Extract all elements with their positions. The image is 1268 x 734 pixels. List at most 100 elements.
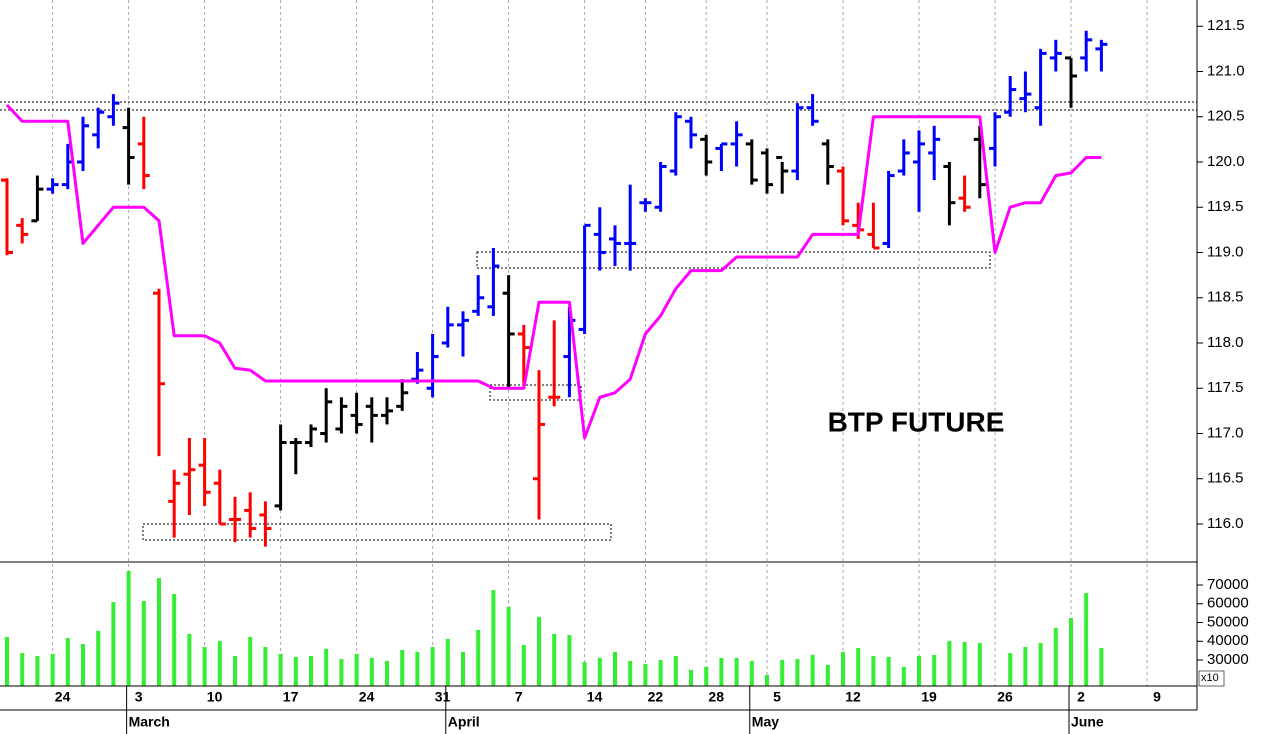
volume-bar (932, 654, 937, 686)
ohlc-bar (943, 161, 956, 226)
marks (1, 30, 1108, 686)
y-tick-label: 121.0 (1207, 62, 1245, 79)
volume-bar (461, 651, 465, 686)
y-tick-label: 120.5 (1207, 108, 1245, 125)
y-tick-label: 116.0 (1207, 515, 1243, 532)
ohlc-bar (928, 125, 941, 181)
volume-bar (233, 656, 237, 686)
volume-bar (673, 656, 678, 686)
y-tick-label: 118.5 (1207, 289, 1243, 306)
ohlc-bar (153, 288, 165, 457)
volume-bar (749, 660, 754, 686)
ohlc-bar (365, 397, 378, 443)
ohlc-bar (867, 202, 880, 250)
ohlc-bar (259, 501, 272, 547)
ohlc-bar (198, 438, 211, 506)
volume-bar (339, 659, 344, 686)
ohlc-bar (92, 107, 105, 149)
y-tick-label: 117.5 (1207, 379, 1243, 396)
x-tick-label: 31 (435, 689, 451, 705)
ohlc-bar (244, 492, 257, 538)
ohlc-bar (897, 139, 910, 176)
ohlc-bar (457, 311, 469, 357)
x-tick-label: 24 (55, 689, 71, 705)
x-tick-label: 12 (845, 689, 861, 705)
y-tick-label: 120.0 (1207, 153, 1245, 170)
volume-bar (445, 638, 450, 686)
volume-bar (217, 641, 222, 686)
ohlc-bar (1, 178, 13, 256)
ohlc-bar (745, 139, 758, 185)
volume-bar (400, 650, 405, 686)
ohlc-bar (654, 161, 667, 212)
volume-bar (567, 635, 572, 686)
ohlc-bar (335, 397, 348, 434)
x-tick-label: 9 (1153, 689, 1161, 705)
ohlc-bar (578, 223, 591, 334)
volume-bar (537, 617, 541, 686)
x-tick-label: 10 (207, 689, 223, 705)
support-box (142, 523, 612, 541)
ohlc-bar (46, 178, 59, 194)
ohlc-bar (1019, 71, 1032, 113)
ohlc-bar (882, 171, 895, 248)
month-label: June (1071, 714, 1104, 730)
ohlc-bar (426, 333, 439, 398)
volume-bar (506, 606, 511, 686)
volume-bar (293, 656, 298, 686)
ohlc-bar (168, 469, 181, 538)
x-tick-label: 5 (773, 689, 781, 705)
volume-bar (643, 663, 648, 686)
ohlc-bar (229, 496, 241, 543)
indicator-line (5, 103, 1102, 440)
ohlc-bar (77, 116, 89, 172)
ohlc-bar (761, 148, 773, 194)
ohlc-bar (472, 275, 485, 316)
volume-bar (795, 659, 800, 686)
month-label: March (129, 714, 170, 730)
volume-bar (977, 642, 982, 686)
ohlc-bar (411, 352, 424, 384)
ohlc-bar (973, 125, 986, 199)
ohlc-bar (776, 155, 789, 194)
ohlc-bar (16, 218, 29, 244)
volume-bar (734, 657, 739, 686)
volume-bar (962, 641, 967, 686)
volume-bar (1008, 653, 1013, 686)
x-tick-label: 17 (283, 689, 299, 705)
volume-bar (172, 594, 177, 686)
volume-bar (765, 674, 769, 686)
x-tick-label: 28 (708, 689, 724, 705)
ohlc-bar (533, 370, 545, 520)
volume-bar (901, 666, 906, 686)
ohlc-bar (685, 116, 697, 149)
ohlc-bar (183, 438, 196, 515)
y-tick-label: 117.0 (1207, 424, 1243, 441)
x-tick-label: 19 (921, 689, 937, 705)
volume-bar (187, 633, 192, 686)
volume-bar (309, 656, 313, 686)
month-label: April (448, 714, 480, 730)
x-tick-label: 26 (997, 689, 1013, 705)
volume-bar (1053, 627, 1058, 686)
ohlc-bar (502, 275, 515, 389)
axis-note-box (1198, 670, 1225, 687)
volume-bar (780, 659, 785, 686)
ohlc-bar (122, 107, 135, 185)
volume-bar (81, 644, 85, 686)
volume-bar (491, 590, 496, 686)
volume-bar (354, 653, 359, 686)
ohlc-bar (305, 424, 317, 448)
volume-bar (126, 570, 131, 686)
volume-bar (947, 641, 952, 686)
ohlc-bar (609, 225, 621, 267)
volume-bar (5, 636, 9, 686)
ohlc-bar (1049, 39, 1062, 72)
ohlc-bar (624, 184, 637, 271)
y-tick-label: 40000 (1207, 632, 1249, 649)
ohlc-bar (548, 320, 561, 407)
ohlc-bar (274, 424, 287, 511)
support-box (476, 251, 991, 269)
volume-bar (825, 665, 830, 686)
